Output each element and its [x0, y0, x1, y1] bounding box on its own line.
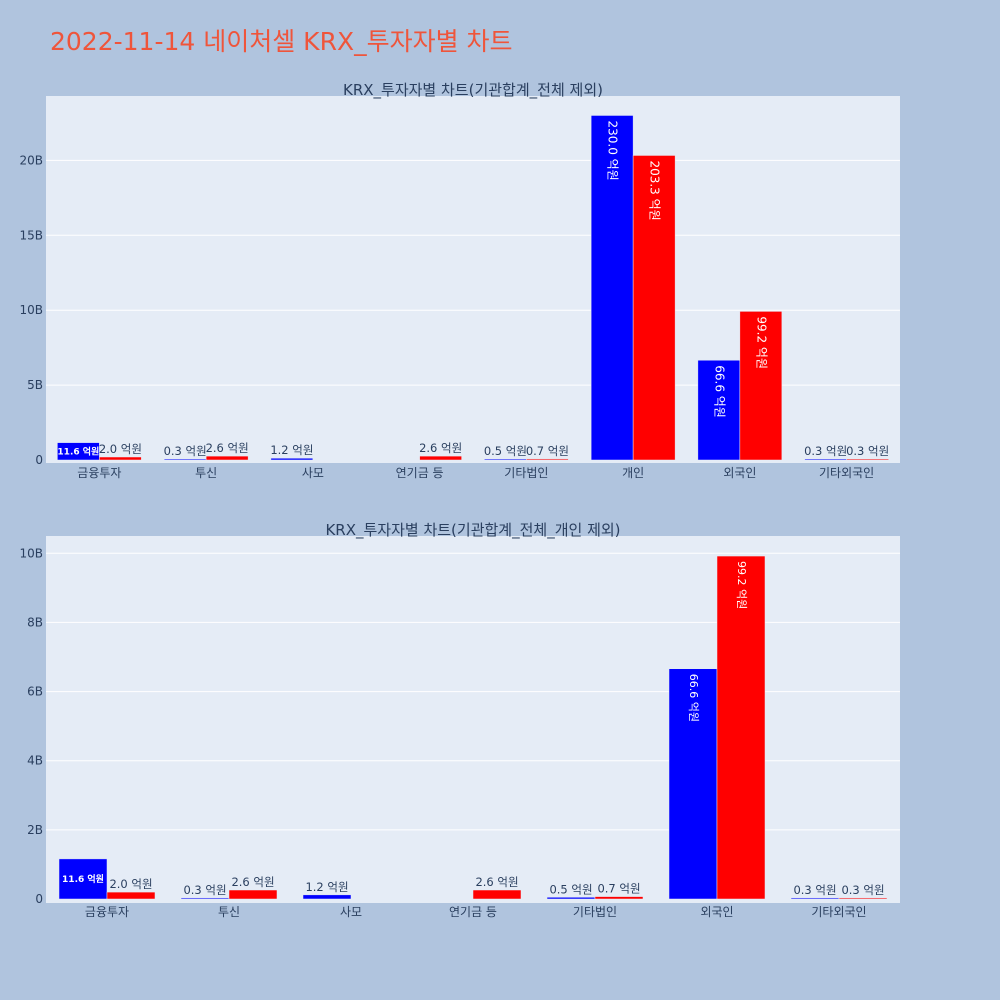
bar: [526, 458, 569, 461]
x-tick-label: 투신: [218, 905, 240, 919]
data-label: 11.6 억원: [62, 873, 104, 885]
bar: [180, 897, 230, 900]
data-label: 1.2 억원: [305, 880, 348, 894]
y-tick-label: 0: [35, 892, 43, 906]
data-label: 0.5 억원: [484, 444, 527, 458]
data-label: 2.6 억원: [231, 875, 274, 889]
page-title: 2022-11-14 네이처셀 KRX_투자자별 차트: [50, 27, 513, 56]
bar: [302, 894, 352, 900]
x-tick-label: 외국인: [700, 905, 733, 919]
bar: [668, 668, 718, 900]
bar: [228, 889, 278, 900]
bar: [790, 897, 840, 900]
bar: [106, 891, 156, 900]
data-label: 0.3 억원: [183, 883, 226, 897]
data-label: 0.3 억원: [846, 444, 889, 458]
y-tick-label: 5B: [27, 378, 43, 392]
chart-title: KRX_투자자별 차트(기관합계_전체 제외): [343, 81, 603, 100]
x-tick-label: 연기금 등: [396, 466, 444, 480]
y-tick-label: 6B: [27, 685, 43, 699]
bar: [838, 897, 888, 900]
x-tick-label: 사모: [302, 466, 324, 480]
bar: [58, 858, 108, 900]
data-label: 2.0 억원: [109, 877, 152, 891]
data-label: 66.6 억원: [712, 365, 726, 418]
x-tick-label: 외국인: [723, 466, 756, 480]
data-label: 0.5 억원: [549, 882, 592, 896]
data-label: 1.2 억원: [270, 443, 313, 457]
y-tick-label: 15B: [19, 228, 43, 242]
y-tick-label: 2B: [27, 823, 43, 837]
data-label: 99.2 억원: [735, 561, 748, 609]
bar: [590, 115, 634, 461]
chart-title: KRX_투자자별 차트(기관합계_전체_개인 제외): [325, 521, 620, 540]
x-tick-label: 금융투자: [77, 466, 121, 480]
x-tick-label: 개인: [622, 466, 644, 480]
data-label: 0.3 억원: [793, 883, 836, 897]
bar: [632, 155, 676, 461]
bar: [99, 456, 142, 461]
x-tick-label: 연기금 등: [449, 905, 497, 919]
data-label: 0.3 억원: [841, 883, 884, 897]
data-label: 2.6 억원: [475, 875, 518, 889]
data-label: 66.6 억원: [687, 674, 700, 722]
y-tick-label: 10B: [19, 546, 43, 560]
y-tick-label: 0: [35, 453, 43, 467]
x-tick-label: 기타법인: [573, 905, 617, 919]
x-tick-label: 기타외국인: [819, 466, 874, 480]
data-label: 203.3 억원: [648, 160, 662, 220]
y-tick-label: 20B: [19, 153, 43, 167]
y-tick-label: 4B: [27, 754, 43, 768]
data-label: 230.0 억원: [606, 120, 620, 180]
plot-area: [46, 536, 900, 903]
bar: [594, 896, 644, 900]
x-tick-label: 투신: [195, 466, 217, 480]
bar: [716, 555, 766, 900]
chart-top: 0 5B 10B 15B 20B KRX_투자자별 차트(기관합계_전체 제외) 금융투자 1…: [19, 81, 900, 480]
bar: [484, 458, 527, 461]
data-label: 2.6 억원: [206, 441, 249, 455]
x-tick-label: 기타외국인: [811, 905, 866, 919]
data-label: 2.0 억원: [99, 442, 142, 456]
bar: [270, 457, 314, 461]
data-label: 0.7 억원: [526, 444, 569, 458]
bar: [472, 889, 522, 900]
y-tick-label: 8B: [27, 615, 43, 629]
data-label: 0.3 억원: [804, 444, 847, 458]
bar: [163, 458, 207, 461]
x-tick-label: 기타법인: [504, 466, 548, 480]
chart-bottom: 0 2B 4B 6B 8B 10B KRX_투자자별 차트(기관합계_전체_개인 제외) 금융…: [19, 521, 900, 919]
data-label: 99.2 억원: [754, 316, 768, 369]
bar: [697, 359, 741, 461]
data-label: 0.3 억원: [164, 444, 207, 458]
x-tick-label: 금융투자: [85, 905, 129, 919]
bar: [739, 311, 783, 461]
y-tick-label: 10B: [19, 303, 43, 317]
data-label: 0.7 억원: [597, 882, 640, 896]
bar: [546, 897, 596, 900]
bar: [205, 455, 249, 461]
bar: [419, 455, 462, 461]
bar: [804, 458, 847, 461]
data-label: 11.6 억원: [57, 445, 99, 457]
bar: [846, 458, 889, 461]
bar: [57, 442, 100, 461]
x-tick-label: 사모: [340, 905, 362, 919]
data-label: 2.6 억원: [419, 441, 462, 455]
